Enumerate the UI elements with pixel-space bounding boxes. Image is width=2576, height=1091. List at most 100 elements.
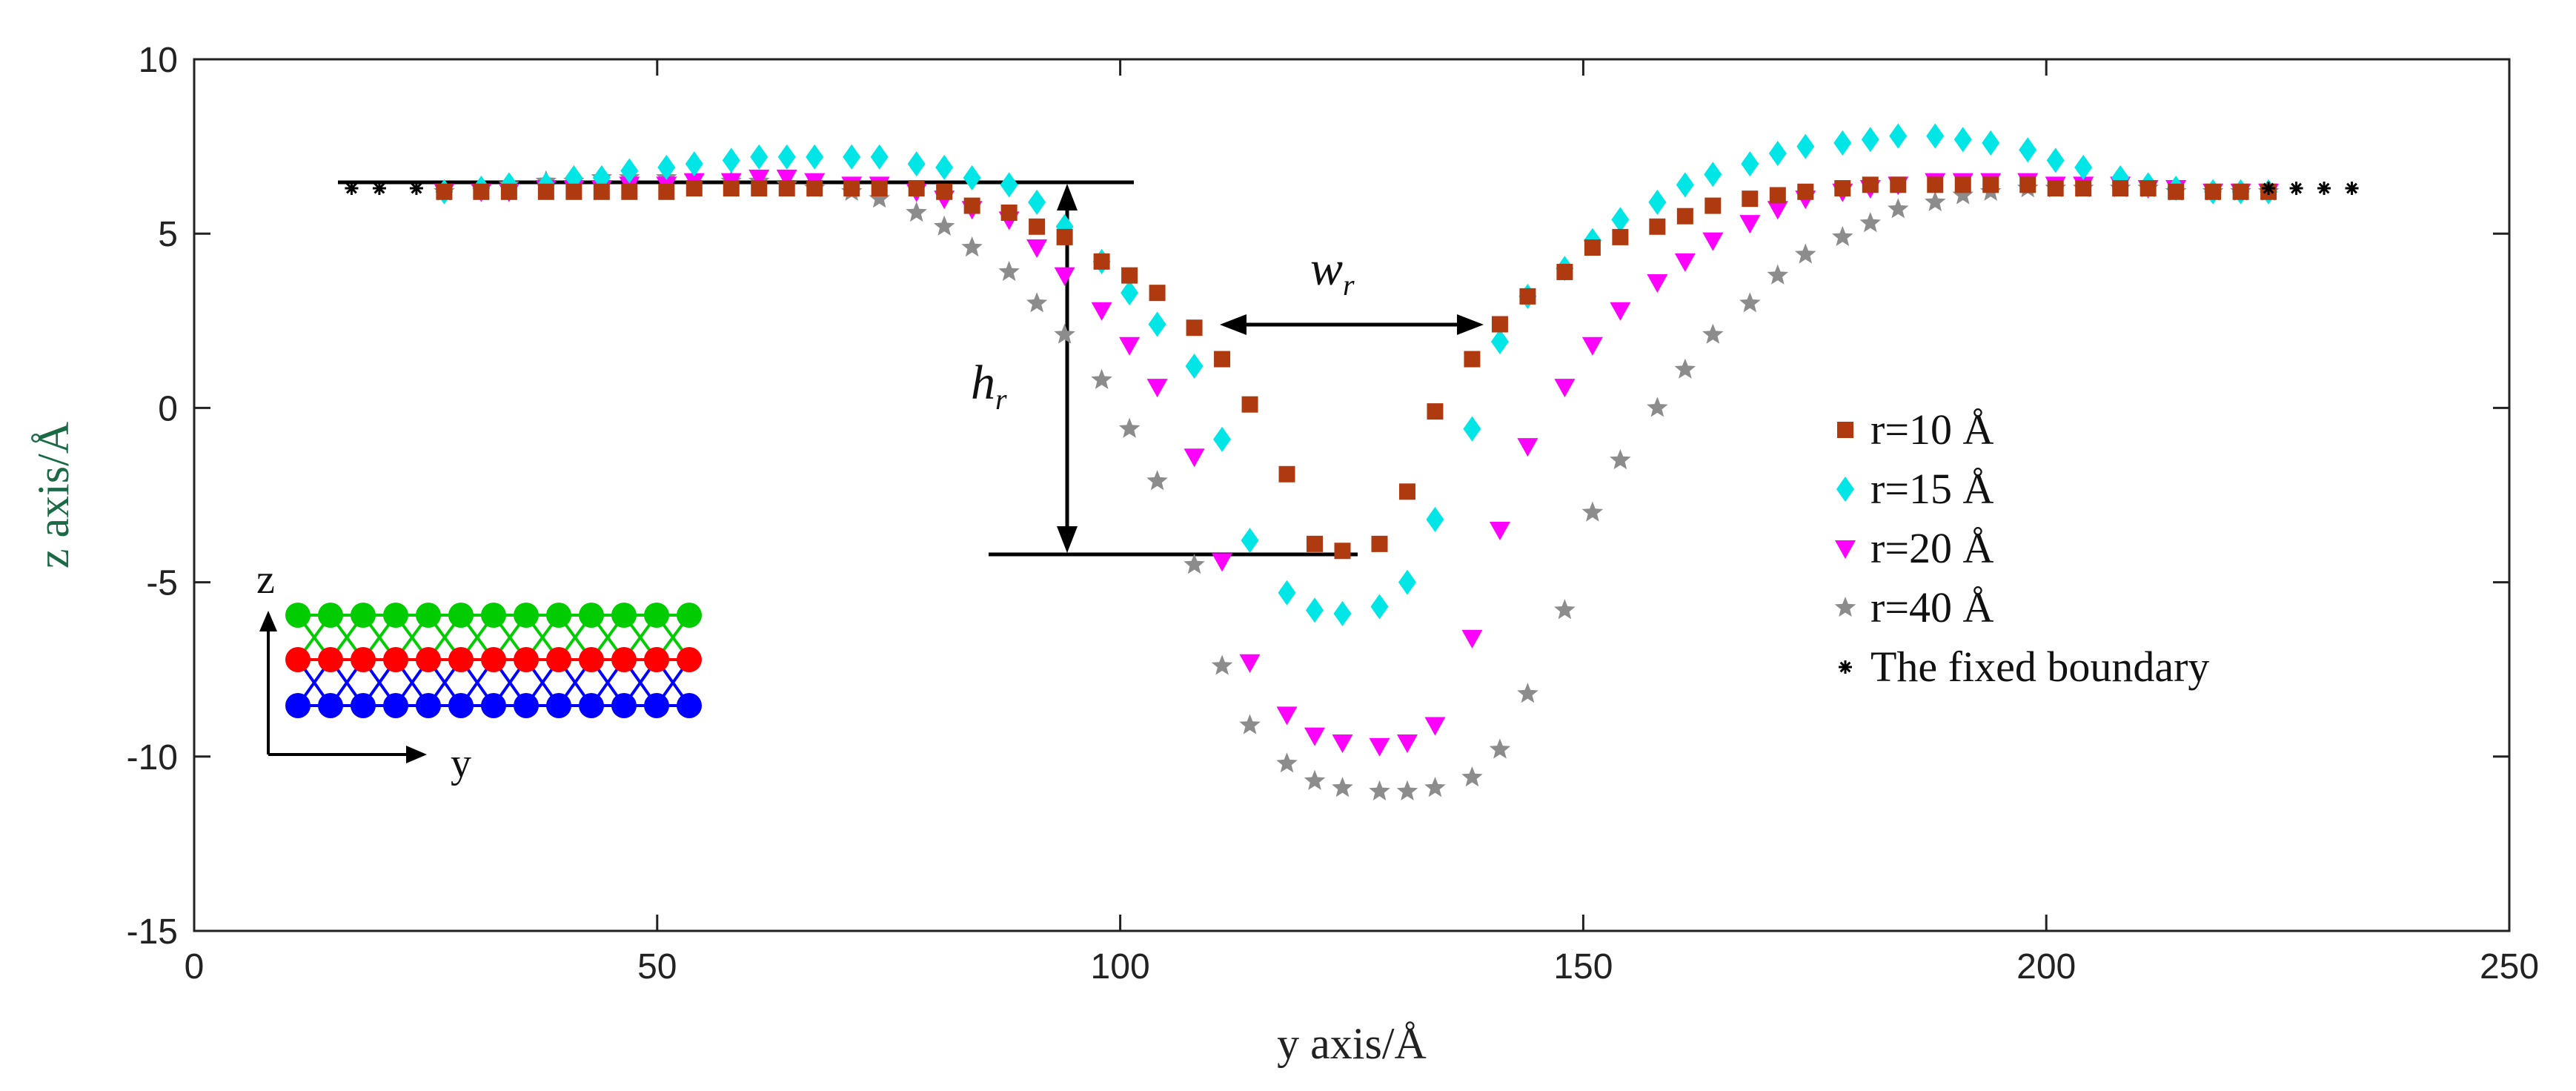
data-point (1795, 243, 1816, 264)
data-point (1834, 180, 1851, 197)
x-tick-label: 100 (1091, 947, 1150, 986)
atom (448, 693, 474, 718)
atom (611, 603, 637, 628)
data-point (2019, 176, 2036, 193)
inset-z-label: z (256, 557, 275, 603)
x-tick-label: 150 (1553, 947, 1613, 986)
data-point (1925, 190, 1946, 211)
inset-y-label: y (451, 740, 471, 786)
atom (285, 647, 311, 672)
data-point (1702, 232, 1724, 251)
data-point (1426, 506, 1444, 532)
data-point (2317, 182, 2331, 196)
atom (644, 603, 669, 628)
data-point (1369, 737, 1390, 757)
h-annotation-label: hr (971, 356, 1007, 416)
legend-label: r=15 Å (1870, 465, 1994, 513)
data-point (963, 197, 980, 214)
series-layer (345, 123, 2359, 800)
data-point (871, 180, 888, 197)
data-point (1489, 738, 1511, 759)
data-point (620, 158, 639, 184)
data-point (1332, 734, 1353, 753)
data-point (1239, 714, 1261, 734)
data-point (1676, 172, 1694, 198)
y-tick-label: 0 (158, 389, 178, 428)
data-point (1674, 253, 1696, 272)
data-point (1091, 368, 1112, 389)
data-point (1581, 501, 1604, 522)
data-point (1186, 319, 1203, 336)
data-point (1676, 208, 1693, 225)
data-point (1148, 311, 1166, 337)
data-point (843, 180, 860, 197)
w-arrow-head-right (1457, 314, 1484, 335)
data-point (908, 180, 925, 197)
data-point (2112, 180, 2129, 197)
data-point (961, 236, 983, 257)
data-point (2075, 180, 2092, 197)
data-point (2345, 182, 2359, 196)
series-4 (345, 182, 2359, 196)
data-point (906, 202, 927, 222)
data-point (1491, 316, 1508, 333)
data-point (1767, 201, 1788, 220)
data-point (1424, 777, 1446, 797)
data-point (1121, 280, 1139, 306)
data-point (1833, 130, 1852, 156)
legend-label: The fixed boundary (1870, 643, 2209, 691)
data-point (1674, 358, 1696, 379)
data-point (751, 180, 768, 197)
atom (351, 647, 376, 672)
data-point (685, 151, 703, 177)
atom (546, 603, 571, 628)
data-point (723, 180, 740, 197)
atom (351, 693, 376, 718)
data-point (1612, 228, 1629, 245)
atom (318, 693, 343, 718)
atom (677, 693, 702, 718)
data-point (750, 144, 769, 170)
data-point (1239, 654, 1261, 673)
y-axis-label: z axis/Å (29, 422, 78, 568)
data-point (473, 183, 490, 200)
y-tick-label: 10 (139, 41, 178, 80)
atom (383, 647, 408, 672)
data-point (436, 183, 453, 200)
data-point (1464, 351, 1481, 368)
data-point (1184, 448, 1205, 468)
data-point (409, 182, 423, 196)
data-point (1554, 379, 1576, 398)
atom (318, 603, 343, 628)
atom (546, 647, 571, 672)
legend-marker (1839, 660, 1852, 674)
data-point (2140, 180, 2157, 197)
plot-area-frame (193, 58, 2511, 932)
data-point (1304, 727, 1326, 746)
data-point (1211, 654, 1233, 675)
data-point (1026, 292, 1048, 313)
atom (416, 693, 441, 718)
axis-ticks (193, 58, 2511, 932)
data-point (1029, 218, 1046, 235)
data-point (1056, 228, 1073, 245)
data-point (1054, 323, 1075, 344)
atom (677, 603, 702, 628)
atom (383, 693, 408, 718)
atom (383, 603, 408, 628)
data-point (1461, 629, 1483, 649)
atom (677, 647, 702, 672)
x-tick-label: 50 (637, 947, 677, 986)
data-point (776, 169, 797, 188)
inset-z-arrow-head (259, 611, 277, 631)
atom (481, 647, 506, 672)
data-point (1769, 187, 1786, 204)
atom (285, 603, 311, 628)
data-point (1926, 123, 1945, 149)
w-annotation-label: wr (1310, 242, 1355, 302)
data-point (1398, 483, 1415, 500)
atom (644, 647, 669, 672)
data-point (1859, 212, 1881, 233)
data-point (1371, 535, 1388, 552)
